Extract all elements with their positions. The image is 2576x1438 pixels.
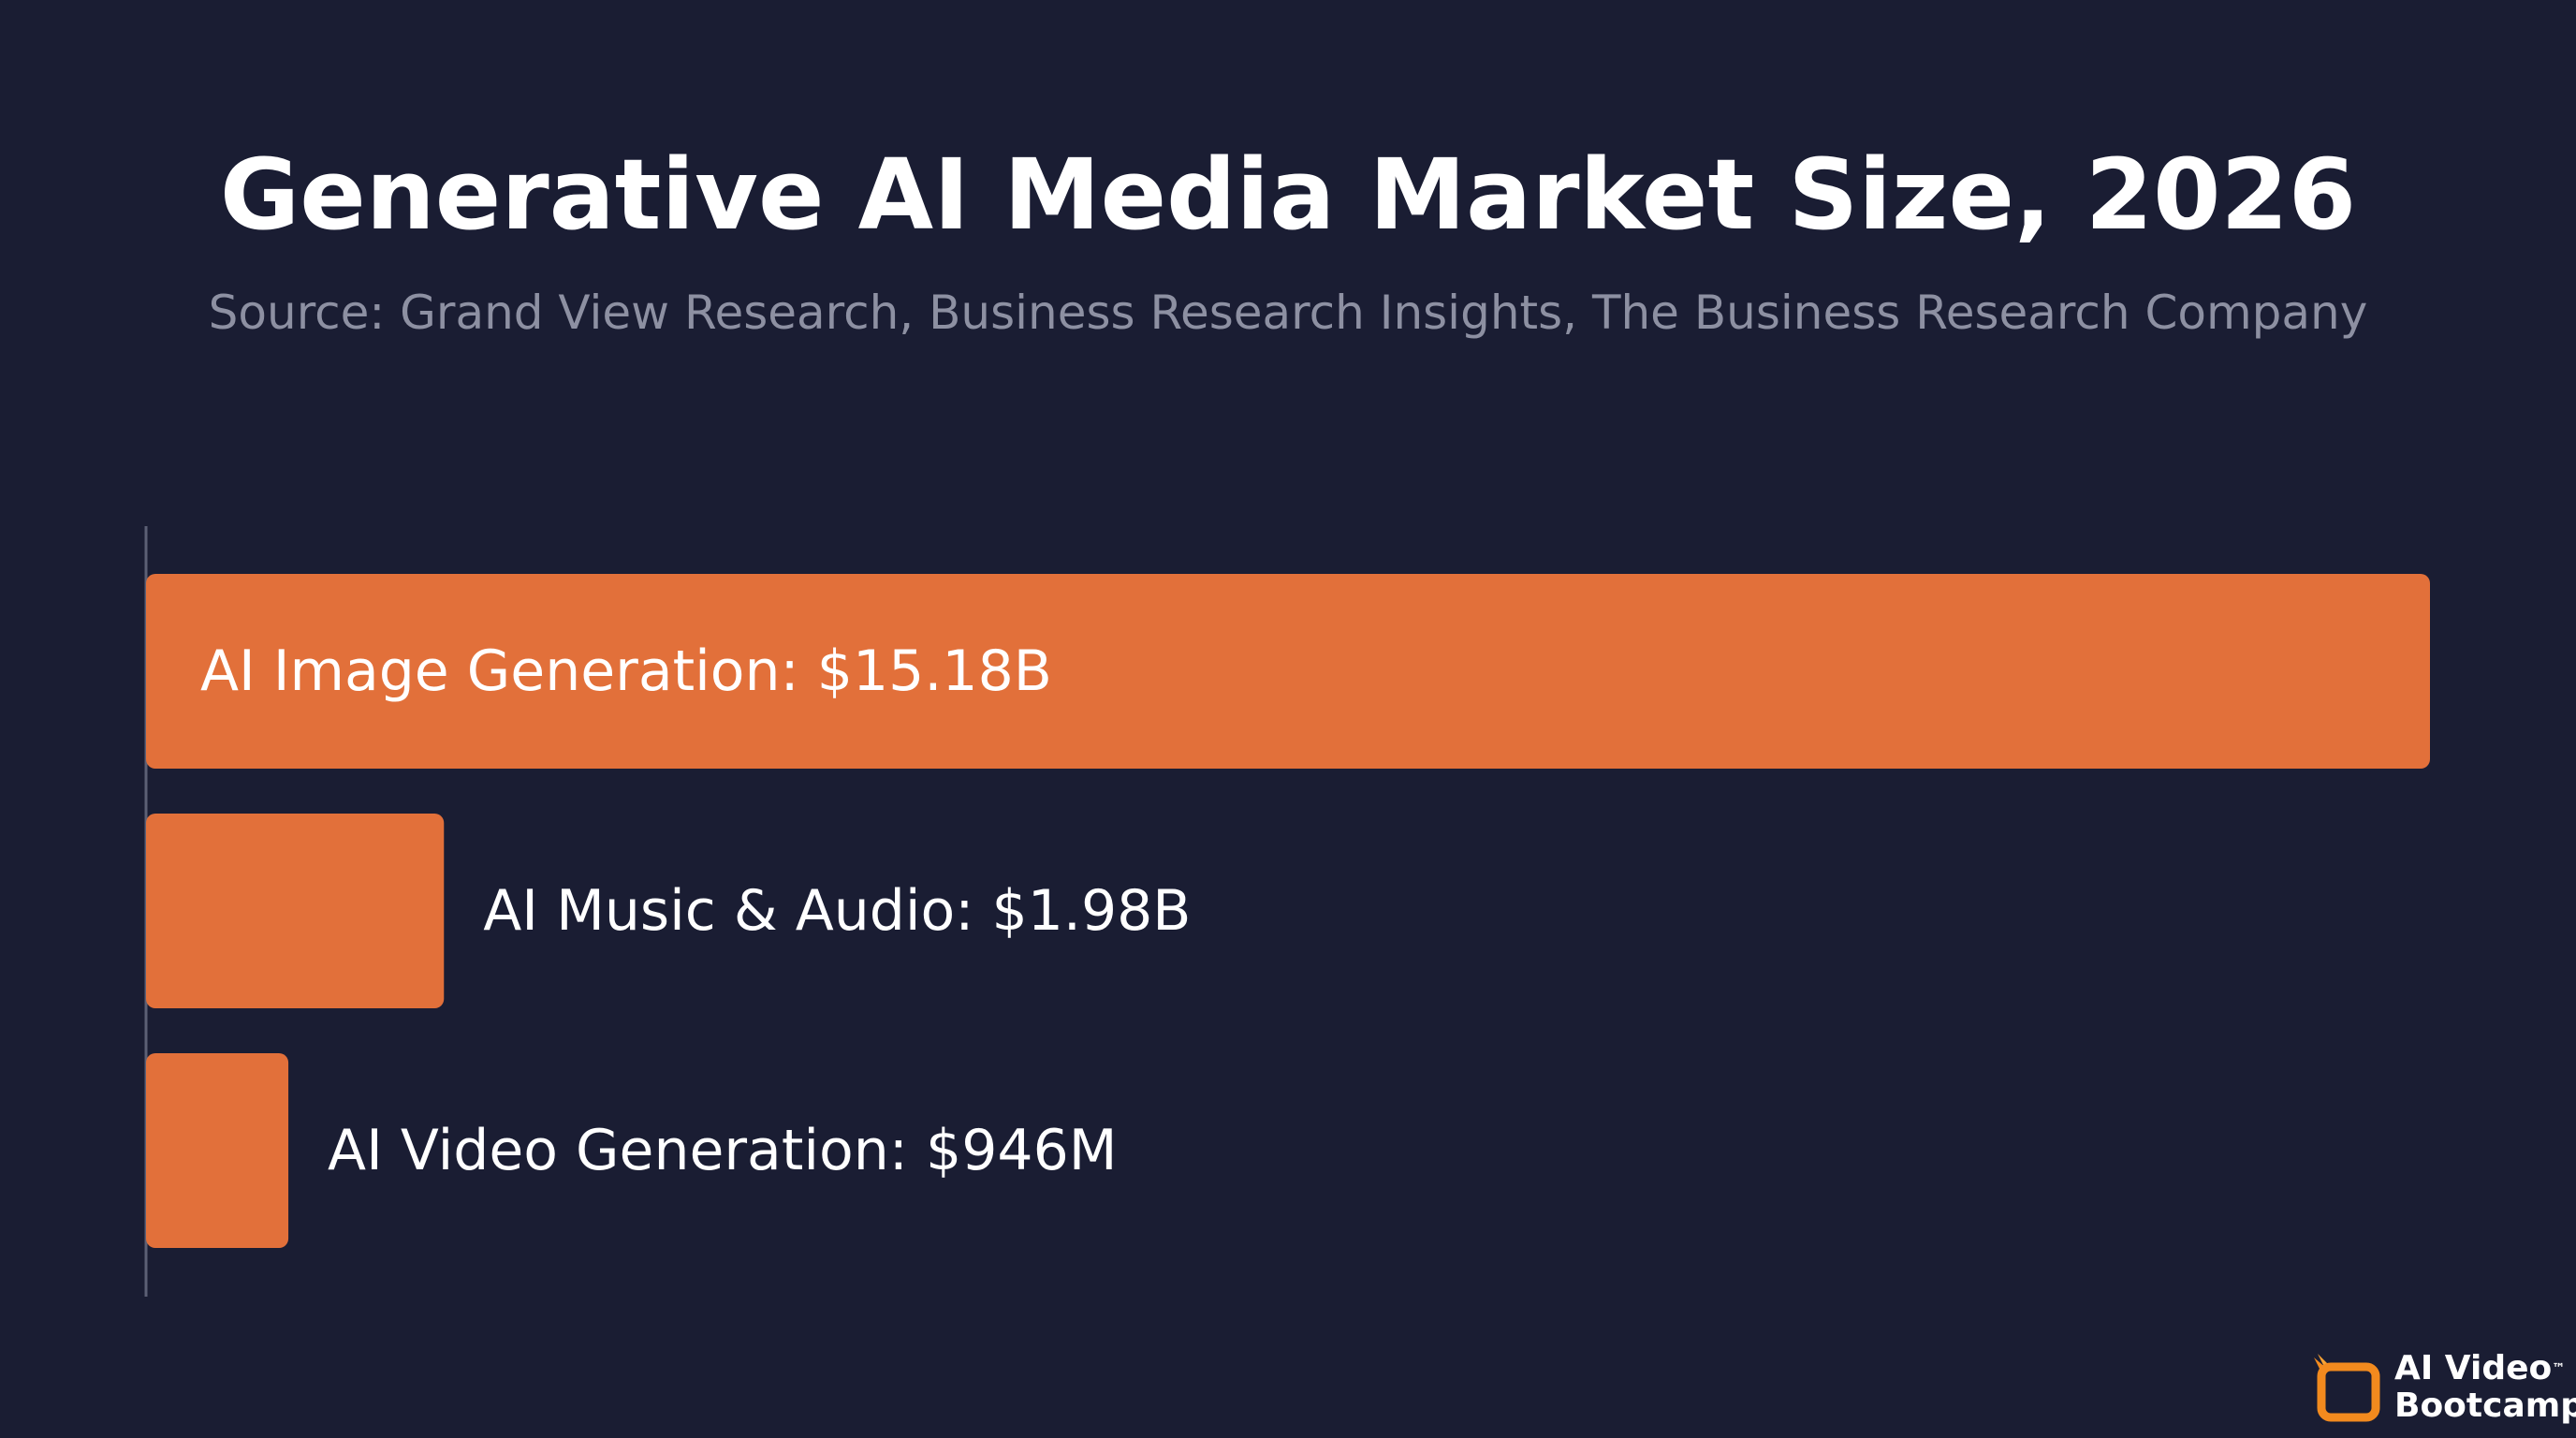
bar-0 — [146, 574, 2430, 769]
bar-label-2: AI Video Generation: $946M — [328, 1118, 1117, 1183]
chart-title: Generative AI Media Market Size, 2026 — [219, 138, 2357, 252]
bar-label-1: AI Music & Audio: $1.98B — [483, 878, 1191, 944]
bar-label-0: AI Image Generation: $15.18B — [200, 638, 1052, 704]
bars-group — [146, 574, 2430, 1248]
brand-name-line1: AI Video™ — [2394, 1350, 2565, 1387]
brand-name-line2: Bootcamp — [2394, 1387, 2576, 1425]
play-screen-icon — [2314, 1354, 2380, 1422]
brand-line1-text: AI Video — [2394, 1349, 2553, 1387]
bar-2 — [146, 1053, 289, 1248]
trademark-mark: ™ — [2552, 1361, 2566, 1376]
bar-1 — [146, 814, 445, 1008]
brand-logo: AI Video™ Bootcamp — [2306, 1344, 2576, 1429]
chart-subtitle: Source: Grand View Research, Business Re… — [208, 286, 2368, 340]
labels-group: AI Image Generation: $15.18B AI Music & A… — [200, 638, 1191, 1183]
